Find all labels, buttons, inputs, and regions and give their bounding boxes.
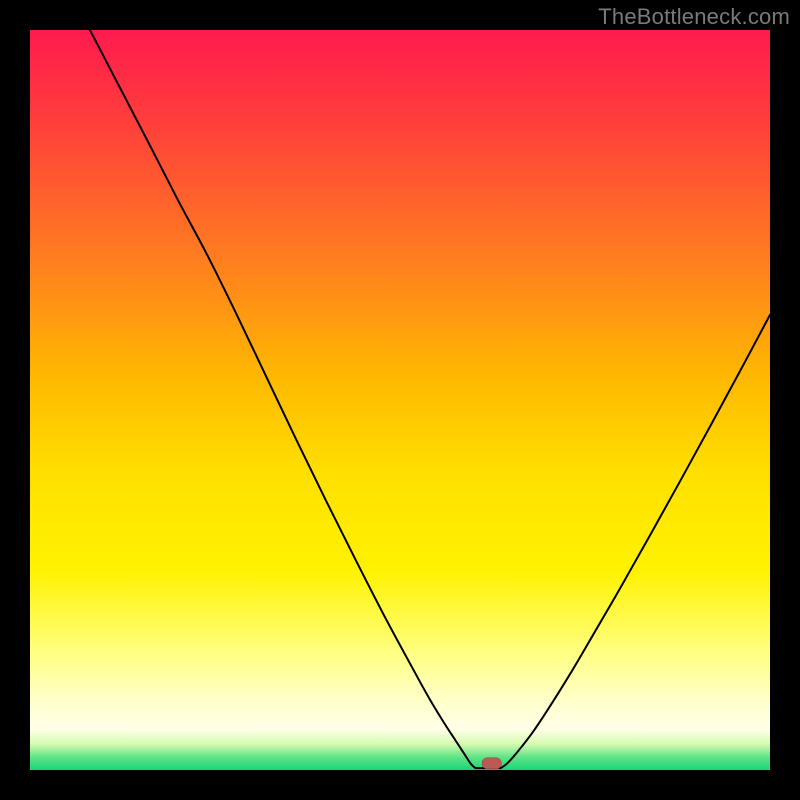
- chart-frame: TheBottleneck.com: [0, 0, 800, 800]
- minimum-marker: [482, 758, 501, 769]
- watermark-text: TheBottleneck.com: [598, 4, 790, 30]
- gradient-background: [30, 30, 770, 770]
- plot-area: [30, 30, 770, 770]
- plot-svg: [30, 30, 770, 770]
